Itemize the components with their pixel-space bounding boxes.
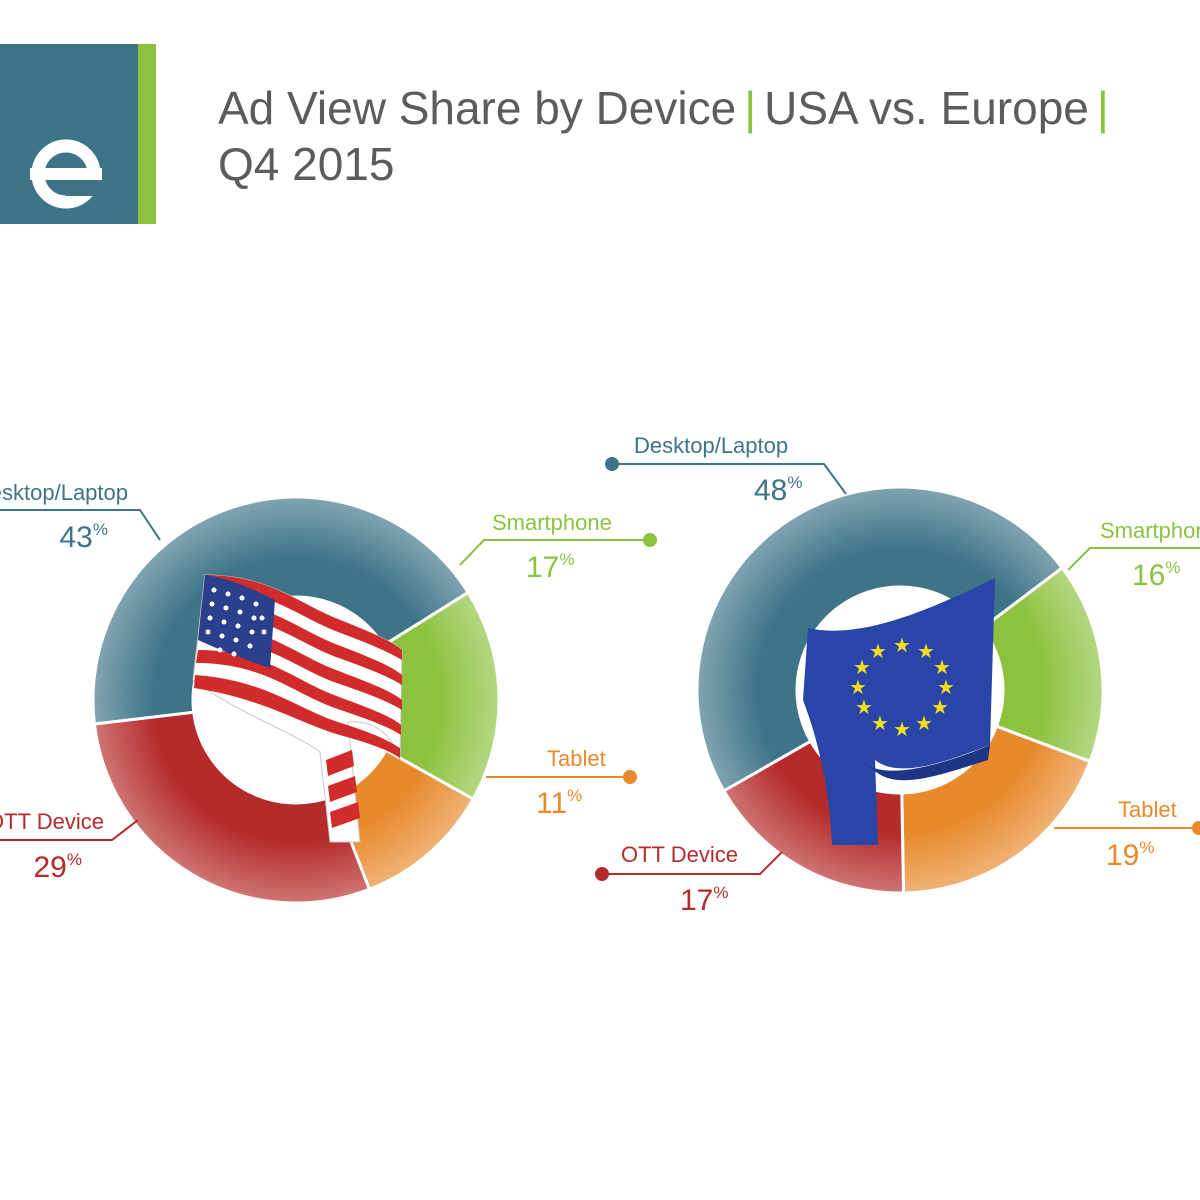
callout-eu-smartphone: Smartphone 16% xyxy=(1067,518,1200,592)
svg-text:★: ★ xyxy=(933,655,951,679)
svg-text:★: ★ xyxy=(931,695,949,719)
callout-eu-desktop: Desktop/Laptop 48% xyxy=(605,433,847,507)
title-part-1: Ad View Share by Device xyxy=(218,82,737,134)
svg-text:★: ★ xyxy=(893,717,911,741)
usa-ott-value: 29% xyxy=(34,850,83,884)
svg-text:★: ★ xyxy=(855,695,873,719)
svg-text:★: ★ xyxy=(871,711,889,735)
eu-desktop-label: Desktop/Laptop xyxy=(634,433,788,458)
svg-text:★: ★ xyxy=(917,639,935,663)
eu-ott-label: OTT Device xyxy=(621,842,738,867)
usa-smartphone-label: Smartphone xyxy=(492,510,612,535)
usa-tablet-value: 11% xyxy=(536,786,582,820)
callout-usa-tablet: Tablet 11% xyxy=(486,746,637,820)
eu-flag-icon: ★ ★★ ★★★ ★★★ ★★★ xyxy=(803,578,995,845)
eu-tablet-dot xyxy=(1192,821,1200,835)
eu-tablet-label: Tablet xyxy=(1118,797,1177,822)
logo-icon xyxy=(0,139,106,210)
callout-eu-ott: OTT Device 17% xyxy=(595,842,783,917)
usa-tablet-dot xyxy=(623,770,637,784)
usa-donut xyxy=(91,495,501,905)
eu-ott-dot xyxy=(595,867,609,881)
usa-desktop-label: Desktop/Laptop xyxy=(0,480,128,505)
svg-text:★: ★ xyxy=(869,639,887,663)
usa-ott-label: OTT Device xyxy=(0,809,104,834)
svg-text:★: ★ xyxy=(893,633,911,657)
usa-tablet-label: Tablet xyxy=(547,746,606,771)
usa-desktop-value: 43% xyxy=(60,520,109,554)
eu-smartphone-label: Smartphone xyxy=(1100,518,1200,543)
callout-usa-desktop: Desktop/Laptop 43% xyxy=(0,480,161,554)
usa-flag-icon xyxy=(192,574,403,843)
title-separator-1: | xyxy=(744,82,757,134)
usa-smartphone-dot xyxy=(643,533,657,547)
eu-smartphone-value: 16% xyxy=(1132,558,1181,592)
logo-accent-bar xyxy=(138,44,156,224)
callout-usa-smartphone: Smartphone 17% xyxy=(459,510,657,584)
svg-text:★: ★ xyxy=(937,675,955,699)
eu-tablet-value: 19% xyxy=(1106,838,1155,872)
page-title: Ad View Share by Device | USA vs. Europe | … xyxy=(218,80,1178,192)
eu-desktop-value: 48% xyxy=(754,473,803,507)
title-separator-2: | xyxy=(1096,82,1109,134)
title-part-3: Q4 2015 xyxy=(218,138,395,190)
eu-desktop-dot xyxy=(605,457,619,471)
svg-text:★: ★ xyxy=(915,711,933,735)
title-part-2: USA vs. Europe xyxy=(764,82,1089,134)
callout-eu-tablet: Tablet 19% xyxy=(1054,797,1200,872)
usa-smartphone-value: 17% xyxy=(526,550,575,584)
callout-usa-ott: OTT Device 29% xyxy=(0,809,139,884)
eu-ott-value: 17% xyxy=(680,883,729,917)
svg-text:★: ★ xyxy=(853,655,871,679)
svg-text:★: ★ xyxy=(849,675,867,699)
